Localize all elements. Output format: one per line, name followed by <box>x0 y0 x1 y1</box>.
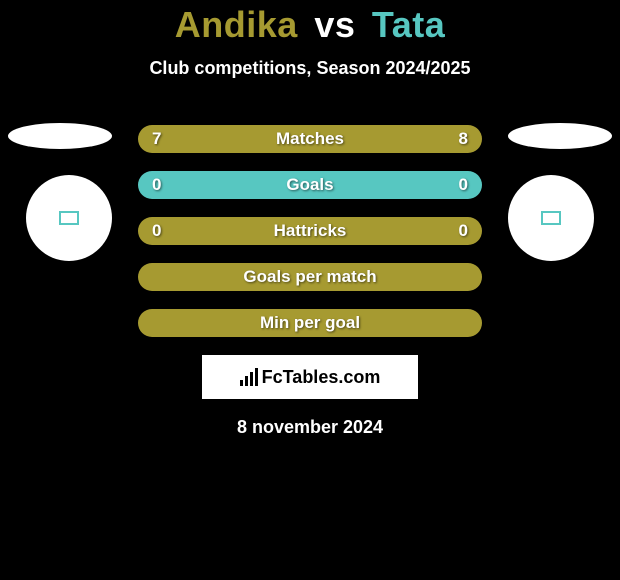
stats-area: 7 Matches 8 0 Goals 0 0 Hattricks 0 Goal… <box>0 125 620 438</box>
stat-right-value: 8 <box>448 129 468 149</box>
stat-pill-list: 7 Matches 8 0 Goals 0 0 Hattricks 0 Goal… <box>138 125 482 337</box>
bar-chart-icon <box>240 368 258 386</box>
stat-pill: Min per goal <box>138 309 482 337</box>
stat-right-value: 0 <box>448 221 468 241</box>
player-avatar-left <box>26 175 112 261</box>
stat-left-value: 7 <box>152 129 172 149</box>
country-flag-right <box>508 123 612 149</box>
page-title: Andika vs Tata <box>0 4 620 46</box>
source-logo: FcTables.com <box>202 355 418 399</box>
stat-pill: Goals per match <box>138 263 482 291</box>
stat-label: Matches <box>138 129 482 149</box>
stat-pill: 0 Goals 0 <box>138 171 482 199</box>
stat-pill: 0 Hattricks 0 <box>138 217 482 245</box>
stat-label: Min per goal <box>138 313 482 333</box>
player-avatar-right <box>508 175 594 261</box>
stat-label: Goals per match <box>138 267 482 287</box>
date-label: 8 november 2024 <box>0 417 620 438</box>
logo-text: FcTables.com <box>262 367 381 388</box>
comparison-card: Andika vs Tata Club competitions, Season… <box>0 0 620 438</box>
stat-pill: 7 Matches 8 <box>138 125 482 153</box>
title-vs: vs <box>314 4 355 45</box>
avatar-placeholder-icon <box>59 211 79 225</box>
stat-left-value: 0 <box>152 221 172 241</box>
stat-label: Hattricks <box>138 221 482 241</box>
stat-left-value: 0 <box>152 175 172 195</box>
subtitle: Club competitions, Season 2024/2025 <box>0 58 620 79</box>
country-flag-left <box>8 123 112 149</box>
stat-label: Goals <box>138 175 482 195</box>
stat-right-value: 0 <box>448 175 468 195</box>
title-player2: Tata <box>372 4 445 45</box>
title-player1: Andika <box>175 4 298 45</box>
avatar-placeholder-icon <box>541 211 561 225</box>
